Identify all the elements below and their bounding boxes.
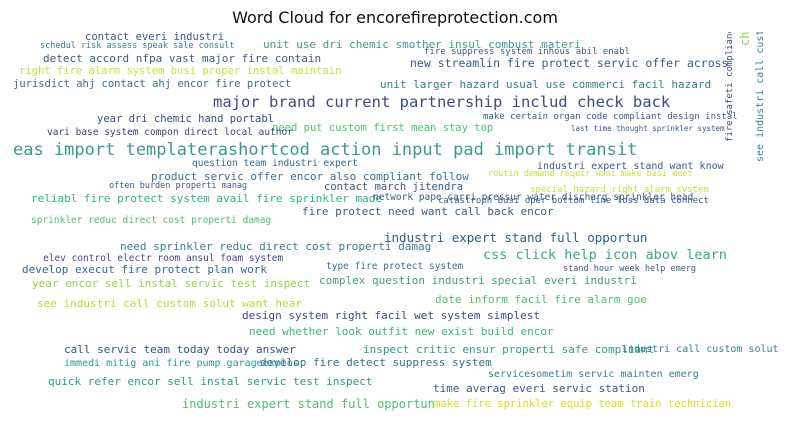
word: immedi mitig ani fire pump garageexplos	[64, 358, 299, 369]
word: right fire alarm system busi proper inst…	[19, 65, 342, 77]
word: schedul risk assess speak sale consult	[40, 41, 235, 51]
word: need sprinkler reduc direct cost propert…	[120, 240, 432, 253]
word: product servic offer encor also complian…	[151, 170, 469, 183]
word: fire protect need want call back encor	[302, 205, 554, 218]
word: elev control electr room ansul foam syst…	[43, 253, 284, 264]
word: type fire protect system	[326, 261, 464, 272]
word: servicesometim servic mainten emerg	[488, 369, 699, 380]
word: routin demand requir want make basi meet	[488, 169, 693, 179]
word: quick refer encor sell instal servic tes…	[48, 375, 373, 388]
word: stand hour week help emerg	[563, 264, 697, 274]
word: eas import templaterashortcod action inp…	[13, 140, 638, 160]
word: need whether look outfit new exist build…	[249, 325, 554, 338]
word: css click help icon abov learn	[483, 247, 727, 263]
word: vari base system compon direct local aut…	[47, 127, 293, 138]
word: unit use dri chemic smother insul combus…	[263, 38, 581, 51]
word: develop execut fire protect plan work	[22, 263, 268, 276]
word: last time thought sprinkler system	[571, 124, 725, 133]
word: make certain organ code compliant design…	[483, 112, 738, 122]
chart-title: Word Cloud for encorefireprotection.com	[232, 8, 558, 27]
word-cloud: eas import templaterashortcod action inp…	[11, 32, 779, 416]
word: detect accord nfpa vast major fire conta…	[43, 52, 322, 65]
word: contact march jitendra	[324, 181, 464, 193]
word: see industri call custom solut want hear	[37, 297, 302, 310]
word: major brand current partnership includ c…	[213, 93, 671, 111]
word: network pape carri pressur water dischar…	[373, 192, 694, 203]
word: year encor sell instal servic test inspe…	[32, 277, 311, 290]
word v: fire safeti complianc preserv expens equ…	[725, 32, 735, 142]
word: design system right facil wet system sim…	[242, 309, 541, 322]
word: year dri chemic hand portabl	[97, 113, 275, 125]
word: catastroph busi oper bottom line loss da…	[438, 196, 709, 206]
word: need put custom first mean stay top	[272, 122, 494, 134]
word: industri expert stand want know	[537, 161, 724, 172]
word: contact everi industri	[85, 32, 225, 43]
word: complex question industri special everi …	[319, 274, 637, 287]
word: develop fire detect suppress system	[260, 356, 492, 369]
word: make fire sprinkler equip team train tec…	[434, 398, 732, 410]
word: question team industri expert	[192, 158, 358, 169]
word v: see industri call custom	[755, 32, 766, 162]
word: often burden properti manag	[109, 181, 248, 191]
word: fire suppress system inhous abil enabl	[424, 47, 630, 57]
word: call servic team today today answer	[64, 343, 296, 356]
word: special hazard right alarm system	[530, 185, 709, 195]
word: date inform facil fire alarm goe	[435, 293, 647, 306]
word: new streamlin fire protect servic offer …	[410, 56, 729, 70]
word: industri expert stand full opportun	[384, 230, 648, 245]
word: time averag everi servic station	[433, 382, 645, 395]
word: industri expert stand full opportun	[182, 397, 435, 411]
word v: challeng hazard area tradit water system…	[738, 32, 752, 46]
word: industri call custom solut	[622, 344, 779, 355]
word: unit larger hazard usual use commerci fa…	[380, 78, 712, 91]
word: inspect critic ensur properti safe compl…	[363, 343, 655, 356]
word: reliabl fire protect system avail fire s…	[31, 192, 382, 205]
word: jurisdict ahj contact ahj encor fire pro…	[13, 78, 292, 90]
word: sprinkler reduc direct cost properti dam…	[31, 215, 272, 226]
